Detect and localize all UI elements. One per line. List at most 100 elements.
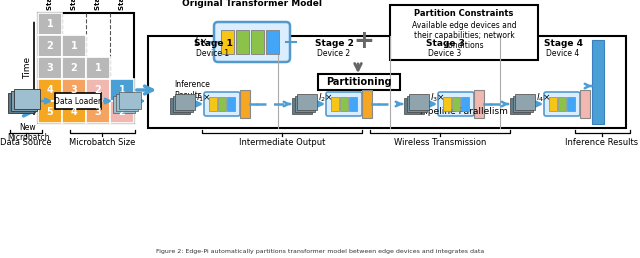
Text: 3: 3 (47, 63, 53, 73)
Text: Intermediate Output: Intermediate Output (239, 138, 325, 147)
Text: 5: 5 (47, 107, 53, 117)
Bar (8, 93, 34, 113)
Bar (173, 96, 193, 112)
Text: L×: L× (195, 37, 208, 47)
Text: Original Transformer Model: Original Transformer Model (182, 0, 322, 9)
Bar (62, 57, 86, 79)
Bar (340, 97, 348, 111)
Bar (292, 98, 312, 114)
Text: Stage 3: Stage 3 (426, 39, 465, 49)
Text: Device 4: Device 4 (547, 50, 580, 59)
Bar (318, 74, 400, 90)
Text: $l_1$×: $l_1$× (196, 92, 211, 104)
Bar (119, 92, 141, 109)
Bar (209, 97, 217, 111)
Bar (362, 90, 372, 118)
Bar (38, 13, 134, 123)
Bar (251, 30, 264, 54)
Bar (592, 40, 604, 124)
Bar (86, 101, 110, 123)
Bar (474, 90, 484, 118)
Text: 1: 1 (118, 85, 125, 95)
Bar (86, 79, 110, 101)
Text: Microbatch Size: Microbatch Size (69, 138, 135, 147)
Bar (11, 91, 37, 111)
Bar (443, 97, 451, 111)
Text: New
Microbatch: New Microbatch (7, 123, 49, 142)
Text: 1: 1 (47, 19, 53, 29)
Bar (175, 94, 195, 110)
Bar (236, 30, 249, 54)
Bar (227, 97, 235, 111)
Text: 1: 1 (70, 41, 77, 51)
Bar (349, 97, 357, 111)
Text: 2: 2 (118, 107, 125, 117)
Text: +: + (353, 29, 374, 53)
Bar (461, 97, 469, 111)
Text: Device 2: Device 2 (317, 50, 351, 59)
Text: $l_3$×: $l_3$× (430, 92, 445, 104)
Text: Pipeline Parallelism: Pipeline Parallelism (420, 107, 508, 116)
Bar (452, 97, 460, 111)
Text: Stage 2: Stage 2 (71, 0, 77, 10)
Bar (38, 101, 62, 123)
FancyBboxPatch shape (438, 92, 474, 116)
Text: 1: 1 (95, 63, 101, 73)
Text: 4: 4 (47, 85, 53, 95)
Bar (266, 30, 279, 54)
Text: $l_4$×: $l_4$× (536, 92, 551, 104)
Text: 3: 3 (95, 107, 101, 117)
Bar (331, 97, 339, 111)
Text: 3: 3 (70, 85, 77, 95)
Text: Stage 1: Stage 1 (47, 0, 53, 10)
Text: 2: 2 (95, 85, 101, 95)
Bar (62, 35, 86, 57)
Text: Time: Time (24, 57, 33, 79)
FancyBboxPatch shape (214, 22, 290, 62)
Bar (38, 57, 62, 79)
Bar (170, 98, 190, 114)
Text: Device 3: Device 3 (428, 50, 461, 59)
Bar (510, 98, 530, 114)
Text: Wireless Transmission: Wireless Transmission (394, 138, 486, 147)
Bar (116, 94, 138, 111)
Text: 2: 2 (70, 63, 77, 73)
Bar (406, 96, 426, 112)
Bar (148, 36, 626, 128)
Text: 4: 4 (70, 107, 77, 117)
FancyBboxPatch shape (544, 92, 580, 116)
Bar (549, 97, 557, 111)
Bar (390, 5, 538, 60)
Text: Inference Results: Inference Results (565, 138, 639, 147)
Text: Stage 1: Stage 1 (193, 39, 232, 49)
FancyBboxPatch shape (204, 92, 240, 116)
Text: Data Loader: Data Loader (54, 96, 102, 106)
Text: their capabilities; network: their capabilities; network (413, 30, 515, 39)
Bar (38, 35, 62, 57)
Bar (297, 94, 317, 110)
Bar (558, 97, 566, 111)
Text: Stage 2: Stage 2 (315, 39, 353, 49)
Bar (113, 96, 135, 113)
Text: Stage 4: Stage 4 (119, 0, 125, 10)
Text: $l_2$×: $l_2$× (318, 92, 333, 104)
Bar (294, 96, 314, 112)
Text: 2: 2 (47, 41, 53, 51)
Bar (580, 90, 590, 118)
FancyBboxPatch shape (326, 92, 362, 116)
Text: conditions: conditions (444, 41, 484, 50)
Bar (55, 93, 101, 109)
Bar (409, 94, 429, 110)
Bar (513, 96, 532, 112)
Bar (86, 57, 110, 79)
Bar (515, 94, 535, 110)
Bar (110, 101, 134, 123)
Text: Inference
Results: Inference Results (174, 80, 210, 100)
Bar (218, 97, 226, 111)
Bar (567, 97, 575, 111)
Text: Partitioning: Partitioning (326, 77, 392, 87)
Bar (62, 79, 86, 101)
Bar (14, 89, 40, 109)
Bar (221, 30, 234, 54)
Bar (240, 90, 250, 118)
